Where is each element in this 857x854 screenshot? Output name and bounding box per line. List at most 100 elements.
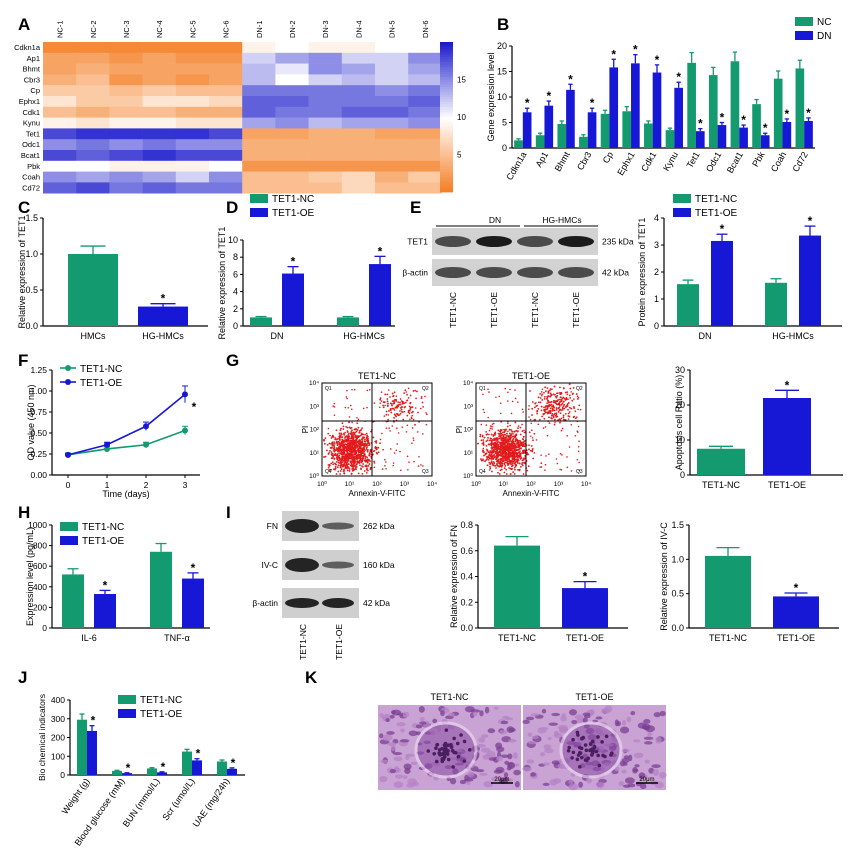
flow-dots <box>323 387 428 475</box>
flow-event <box>517 452 520 454</box>
heatmap-cell <box>175 85 210 97</box>
flow-event <box>418 455 420 458</box>
flow-event <box>510 455 512 458</box>
flow-event <box>402 418 405 421</box>
heatmap-cell <box>142 106 177 118</box>
flow-event <box>487 416 490 419</box>
bar-tet1-oe <box>87 730 97 775</box>
flow-event <box>541 393 544 396</box>
heatmap-cell <box>175 128 210 140</box>
colorbar-segment <box>440 179 453 183</box>
flow-event <box>335 447 338 449</box>
flow-event <box>537 408 540 410</box>
cell-nucleus <box>466 780 471 785</box>
flow-event <box>351 464 354 466</box>
heatmap-cell <box>43 63 77 75</box>
flow-event <box>339 435 342 438</box>
cell-nucleus <box>630 710 636 716</box>
heatmap-cell <box>76 171 110 183</box>
flow-event <box>392 462 395 464</box>
flow-event <box>362 407 365 410</box>
flow-event <box>543 391 545 394</box>
flow-event <box>361 452 364 455</box>
heatmap-cell <box>209 106 243 118</box>
flow-event <box>479 435 482 438</box>
significance-star: * <box>590 96 595 110</box>
heatmap-cell <box>308 117 343 129</box>
cell-nucleus <box>475 769 485 773</box>
flow-event <box>511 465 514 467</box>
cell-nucleus <box>405 754 410 761</box>
data-point <box>182 391 188 398</box>
flow-event <box>541 388 544 391</box>
bar-tet1-nc <box>677 284 699 326</box>
cell-nucleus <box>547 736 552 741</box>
flow-event <box>553 406 555 409</box>
flow-y-tick-label: 10³ <box>464 403 474 410</box>
significance-star: * <box>763 121 768 135</box>
flow-event <box>389 396 391 398</box>
flow-event <box>518 448 521 451</box>
bar-TET1-OE <box>763 398 811 475</box>
flow-event <box>399 398 402 400</box>
flow-event <box>557 406 560 409</box>
flow-event <box>357 426 360 429</box>
flow-event <box>333 402 336 405</box>
flow-event <box>341 445 344 448</box>
y-tick-label: 1.25 <box>30 365 47 375</box>
flow-event <box>359 456 362 459</box>
flow-event <box>504 459 507 462</box>
significance-star: * <box>191 561 196 575</box>
flow-event <box>342 441 344 444</box>
flow-event <box>503 449 506 452</box>
panel-label-F: F <box>18 351 28 370</box>
flow-y-tick-label: 10⁰ <box>309 472 319 480</box>
flow-event <box>559 386 561 389</box>
flow-event <box>572 386 575 389</box>
colorbar-segment <box>440 142 453 145</box>
cell-nucleus <box>571 719 578 725</box>
heatmap-cell <box>375 117 409 129</box>
cell-nucleus <box>643 719 651 724</box>
x-tick-label: 0 <box>66 480 71 490</box>
flow-event <box>332 405 335 407</box>
flow-event <box>505 473 508 475</box>
flow-event <box>507 430 509 433</box>
flow-event <box>528 431 531 434</box>
flow-event <box>482 408 485 411</box>
flow-event <box>487 443 490 446</box>
cell-nucleus <box>379 775 388 783</box>
flow-event <box>568 406 571 409</box>
panel-label-I: I <box>226 503 231 522</box>
flow-event <box>405 391 408 393</box>
significance-star: * <box>720 222 725 236</box>
heatmap-column-label: NC-5 <box>188 20 197 38</box>
flow-event <box>395 395 398 398</box>
flow-event <box>395 449 398 452</box>
flow-event <box>331 444 334 447</box>
legend-label: TET1-NC <box>695 194 737 205</box>
flow-event <box>350 445 353 448</box>
flow-event <box>366 467 368 470</box>
flow-event <box>505 468 508 471</box>
cell-nucleus <box>479 710 484 717</box>
flow-x-tick-label: 10⁰ <box>471 480 481 488</box>
y-tick-label: 400 <box>33 582 47 592</box>
flow-event <box>543 395 546 398</box>
flow-event <box>416 390 418 393</box>
flow-event <box>507 422 509 425</box>
heatmap-cell <box>209 150 243 162</box>
significance-star: * <box>806 106 811 120</box>
y-tick-label: 0 <box>654 321 659 331</box>
flow-event <box>546 398 549 400</box>
heatmap-cell <box>209 63 243 75</box>
flow-event <box>360 447 362 450</box>
cell-nucleus <box>551 760 560 765</box>
flow-event <box>560 468 563 471</box>
significance-star: * <box>192 400 197 414</box>
cell-nucleus <box>595 716 603 720</box>
flow-event <box>336 466 339 469</box>
y-tick-label: 0.00 <box>30 470 47 480</box>
flow-event <box>347 449 350 452</box>
heatmap-cell <box>109 128 143 140</box>
